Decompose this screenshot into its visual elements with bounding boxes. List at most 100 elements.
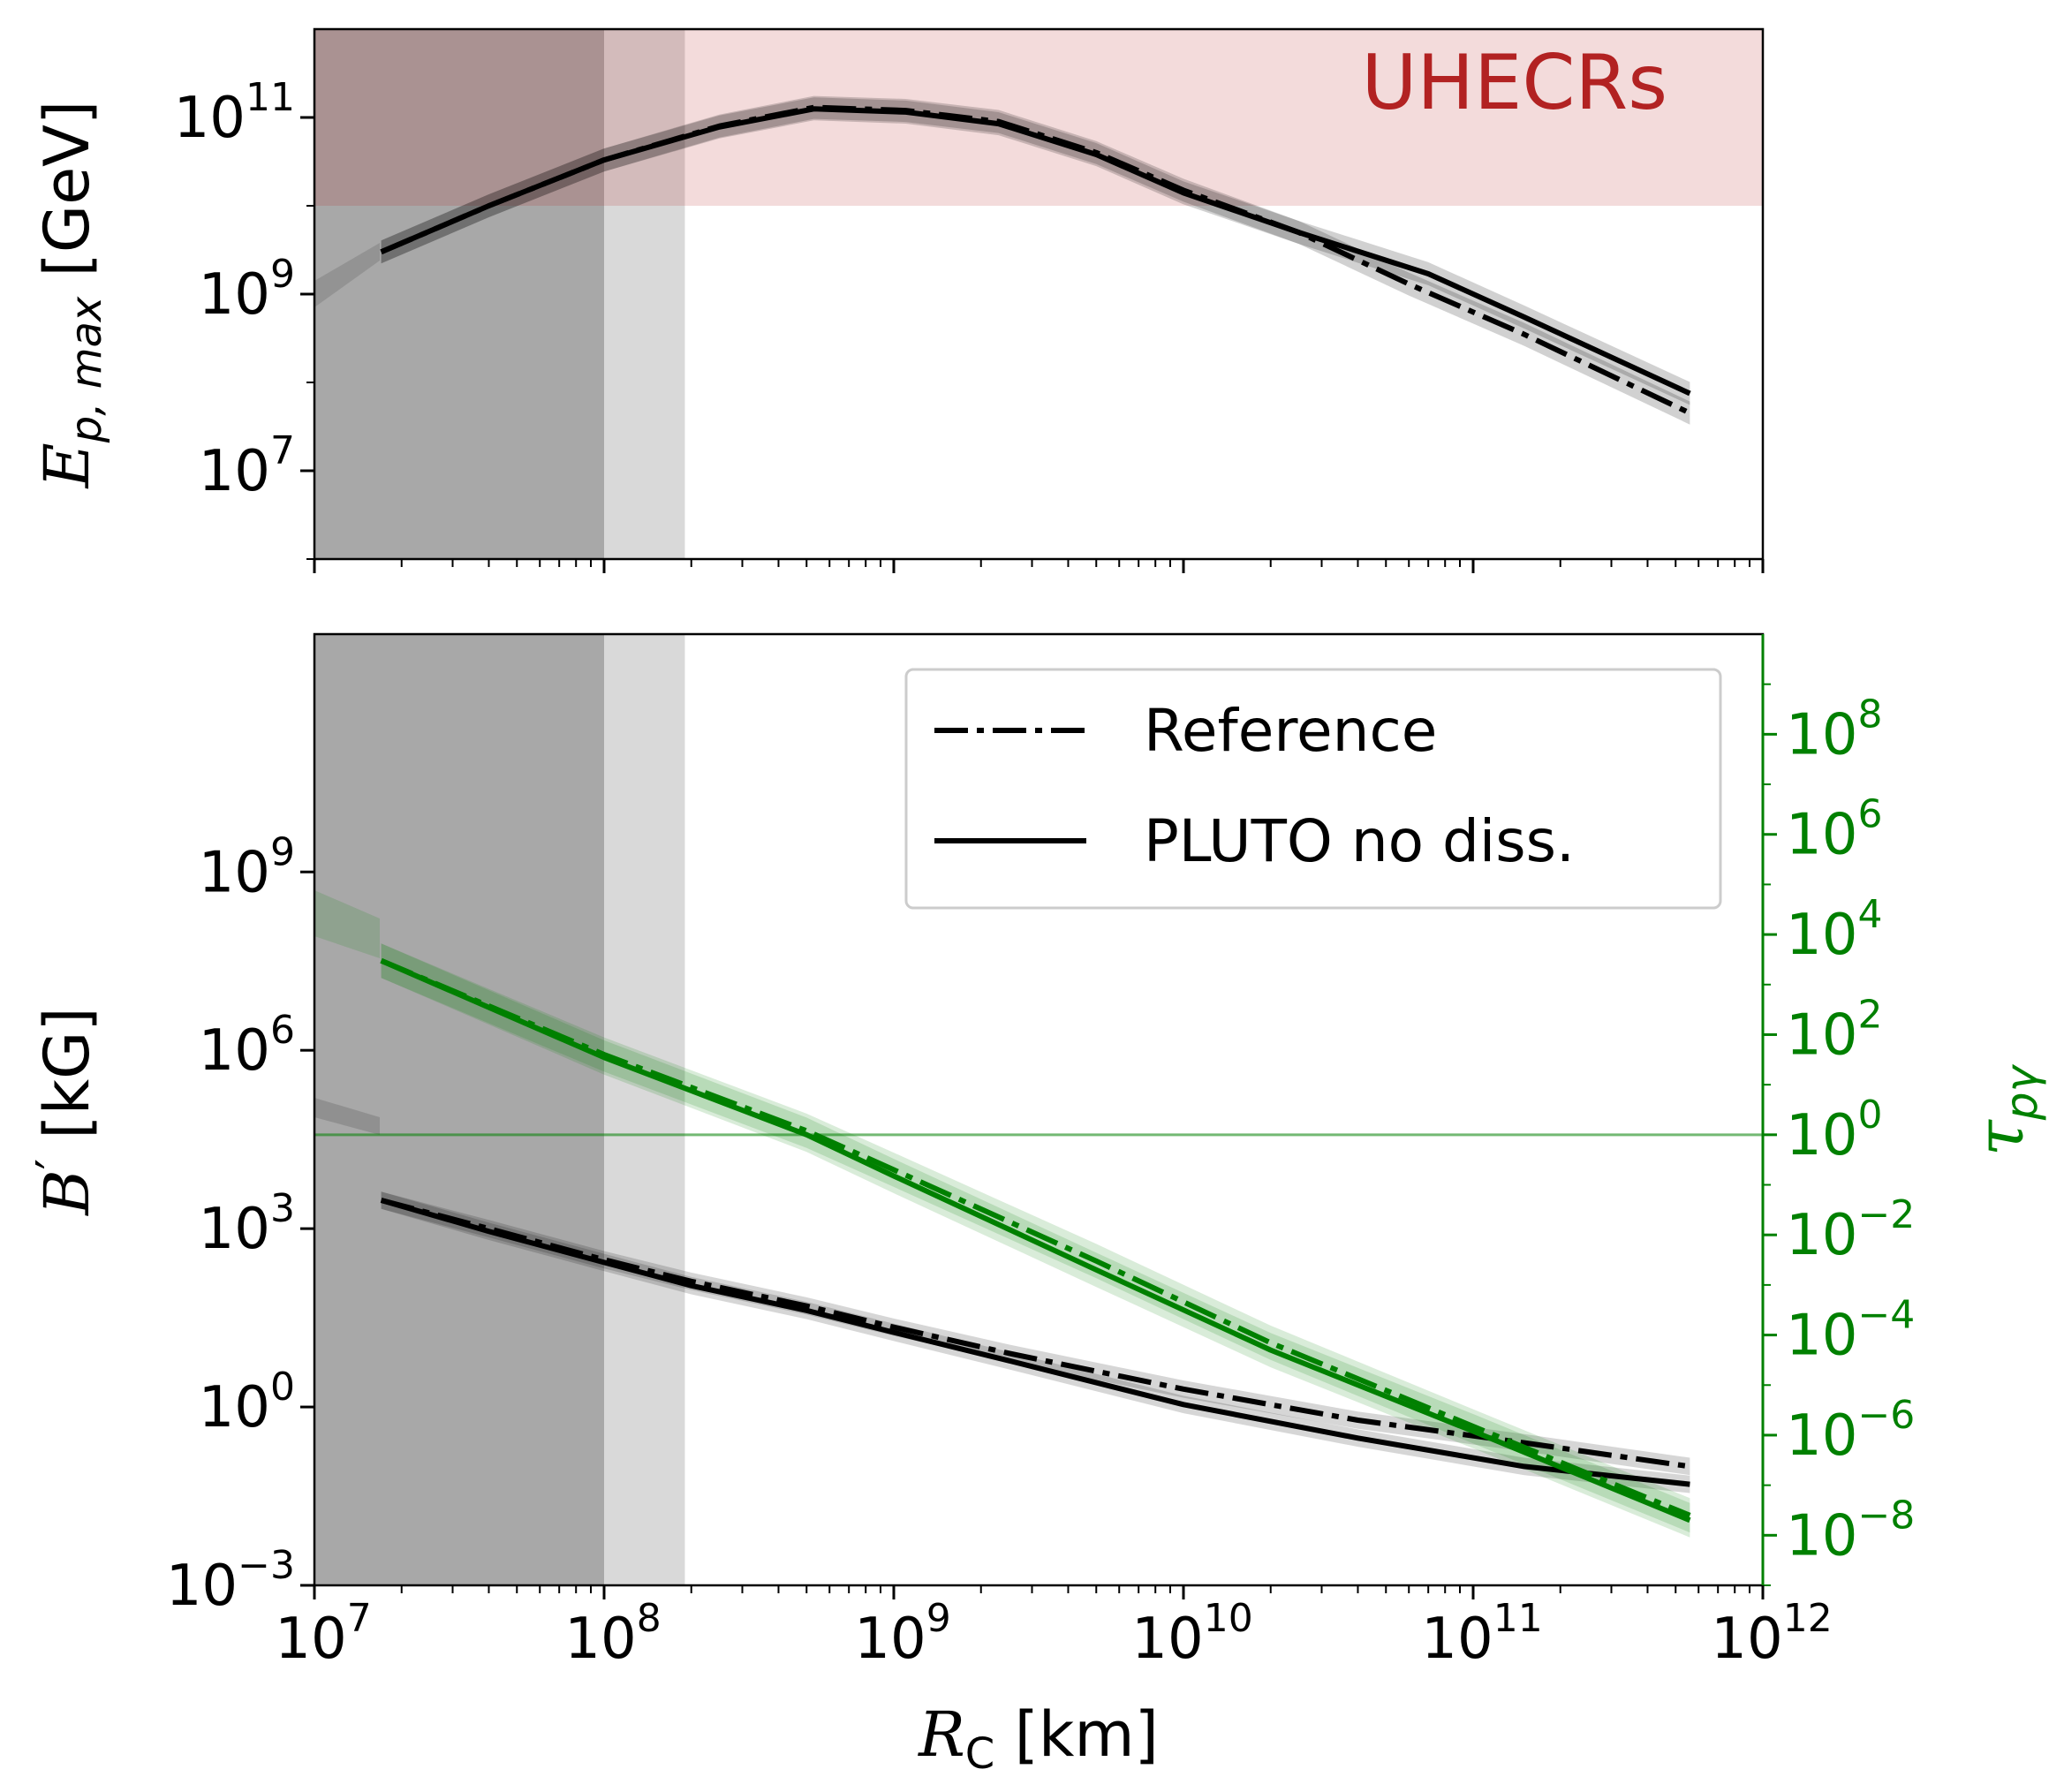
bottom-y-axis-label: B′ [kG] xyxy=(26,1007,103,1216)
top-ylabel-sub: p, max xyxy=(62,296,111,443)
top-shade-dark xyxy=(314,29,604,559)
top-y-axis-label: Ep, max [GeV] xyxy=(31,101,111,490)
bottom-xtick-label-exponent: 8 xyxy=(637,1596,662,1641)
bottom-xtick-label-base: 10 xyxy=(1711,1607,1782,1672)
bottom-ytick-label: 103 xyxy=(199,1186,295,1262)
bottom-ytick-label-exponent: 0 xyxy=(270,1365,295,1410)
top-series-lines xyxy=(380,104,1691,416)
bottom-xtick-label-exponent: 11 xyxy=(1493,1596,1543,1641)
bottom-xtick-label-exponent: 9 xyxy=(926,1596,951,1641)
right-y-axis-label: τpγ xyxy=(1962,1063,2047,1156)
bottom-ytick-label-exponent: 3 xyxy=(270,1186,295,1231)
b-band-extension xyxy=(314,1098,380,1135)
top-ytick-label-exponent: 9 xyxy=(270,252,295,297)
bottom-ytick-label-base: 10 xyxy=(199,840,270,905)
bottom-ytick-label: 106 xyxy=(199,1008,295,1084)
bottom-y2tick-label-base: 10 xyxy=(1786,1503,1857,1569)
bottom-ytick-label: 109 xyxy=(199,829,295,905)
bottom-xtick-label-base: 10 xyxy=(1421,1607,1493,1672)
legend: Reference PLUTO no diss. xyxy=(904,668,1722,910)
bottom-series-lines xyxy=(380,957,1691,1524)
legend-box xyxy=(904,668,1722,910)
bottom-y2tick-label: 10−8 xyxy=(1786,1493,1915,1569)
x-axis-label: RC [km] xyxy=(917,1698,1159,1779)
bottom-xtick-label-exponent: 12 xyxy=(1783,1596,1833,1641)
bottom-xtick-label-exponent: 10 xyxy=(1204,1596,1253,1641)
top-ylabel-unit: [GeV] xyxy=(31,101,103,297)
bottom-ylabel-unit: [kG] xyxy=(31,1007,103,1159)
bottom-y2tick-label: 10−6 xyxy=(1786,1393,1915,1469)
xlabel-sub: C xyxy=(965,1729,995,1779)
top-ytick-label-exponent: 7 xyxy=(270,428,295,473)
bottom-y2tick-label-exponent: 2 xyxy=(1857,992,1882,1037)
bottom-y2tick-label-exponent: −6 xyxy=(1857,1393,1915,1438)
bottom-ytick-label-exponent: −3 xyxy=(238,1543,295,1588)
b-field-line-pluto xyxy=(380,1198,1690,1487)
xlabel-main: R xyxy=(917,1698,965,1771)
bottom-y2tick-label-base: 10 xyxy=(1786,1103,1857,1168)
bottom-xtick-label: 1011 xyxy=(1421,1596,1542,1672)
bottom-y2tick-label: 102 xyxy=(1786,992,1882,1068)
bottom-y2tick-label-base: 10 xyxy=(1786,1304,1857,1369)
bottom-y2tick-label: 10−2 xyxy=(1786,1192,1915,1268)
legend-label-reference: Reference xyxy=(1144,697,1437,765)
top-shade-light xyxy=(604,29,685,559)
tau-band-extension xyxy=(314,890,380,958)
bottom-y2tick-label-base: 10 xyxy=(1786,903,1857,968)
bottom-y2tick-label-base: 10 xyxy=(1786,1403,1857,1469)
bottom-xtick-label: 109 xyxy=(854,1596,950,1672)
bottom-ytick-label: 10−3 xyxy=(166,1543,295,1619)
uhecr-label: UHECRs xyxy=(1361,39,1667,127)
bottom-band-1 xyxy=(381,1191,1690,1493)
bottom-ytick-label-base: 10 xyxy=(166,1554,238,1619)
bottom-ytick-label-base: 10 xyxy=(199,1018,270,1084)
top-ytick-label-base: 10 xyxy=(199,439,270,504)
bottom-ytick-label-exponent: 9 xyxy=(270,829,295,874)
bottom-ylabel-main: B xyxy=(31,1169,103,1216)
tau-line-pluto xyxy=(380,957,1691,1524)
bottom-y2tick-label-base: 10 xyxy=(1786,702,1857,767)
bottom-y2tick-label-exponent: 8 xyxy=(1857,692,1882,737)
bottom-ytick-label-exponent: 6 xyxy=(270,1008,295,1053)
bottom-y2tick-label-base: 10 xyxy=(1786,1203,1857,1268)
bottom-band-0 xyxy=(381,1191,1690,1476)
bottom-xtick-label: 108 xyxy=(564,1596,661,1672)
bottom-ytick-label: 100 xyxy=(199,1365,295,1440)
top-ytick-label: 107 xyxy=(199,428,295,504)
top-ytick-label-base: 10 xyxy=(199,262,270,328)
bottom-x-ticks: 107 108 109 1010 1011 1012 xyxy=(275,1585,1833,1672)
xlabel-unit: [km] xyxy=(994,1698,1159,1771)
tau-line-reference xyxy=(380,957,1691,1518)
top-x-ticks xyxy=(313,559,1765,573)
top-band-extension xyxy=(314,243,380,307)
bottom-xtick-label-base: 10 xyxy=(854,1607,926,1672)
y2label-main: τ xyxy=(1962,1119,2038,1156)
legend-label-pluto: PLUTO no diss. xyxy=(1144,807,1575,875)
bottom-y2tick-label-exponent: −2 xyxy=(1857,1192,1915,1237)
bottom-shade-light xyxy=(604,634,685,1585)
bottom-xtick-label-base: 10 xyxy=(564,1607,636,1672)
bottom-y2tick-label-exponent: −4 xyxy=(1857,1293,1915,1338)
bottom-y2tick-label: 108 xyxy=(1786,692,1882,767)
top-line-pluto xyxy=(380,106,1691,397)
bottom-y2tick-label-base: 10 xyxy=(1786,1002,1857,1068)
bottom-xtick-label-base: 10 xyxy=(275,1607,346,1672)
bottom-ytick-label-base: 10 xyxy=(199,1375,270,1440)
bottom-y2tick-label-exponent: 6 xyxy=(1857,792,1882,837)
bottom-ylabel-prime: ′ xyxy=(26,1159,82,1169)
bottom-y2tick-label: 104 xyxy=(1786,892,1882,968)
bottom-y2tick-label-base: 10 xyxy=(1786,803,1857,868)
top-uncertainty-bands xyxy=(314,95,1690,425)
bottom-y2tick-label: 106 xyxy=(1786,792,1882,868)
bottom-ytick-label-base: 10 xyxy=(199,1197,270,1262)
top-ylabel-main: E xyxy=(31,442,103,489)
bottom-xtick-label-base: 10 xyxy=(1131,1607,1203,1672)
bottom-y2tick-label-exponent: −8 xyxy=(1857,1493,1915,1538)
y2label-sub: pγ xyxy=(1996,1063,2047,1121)
